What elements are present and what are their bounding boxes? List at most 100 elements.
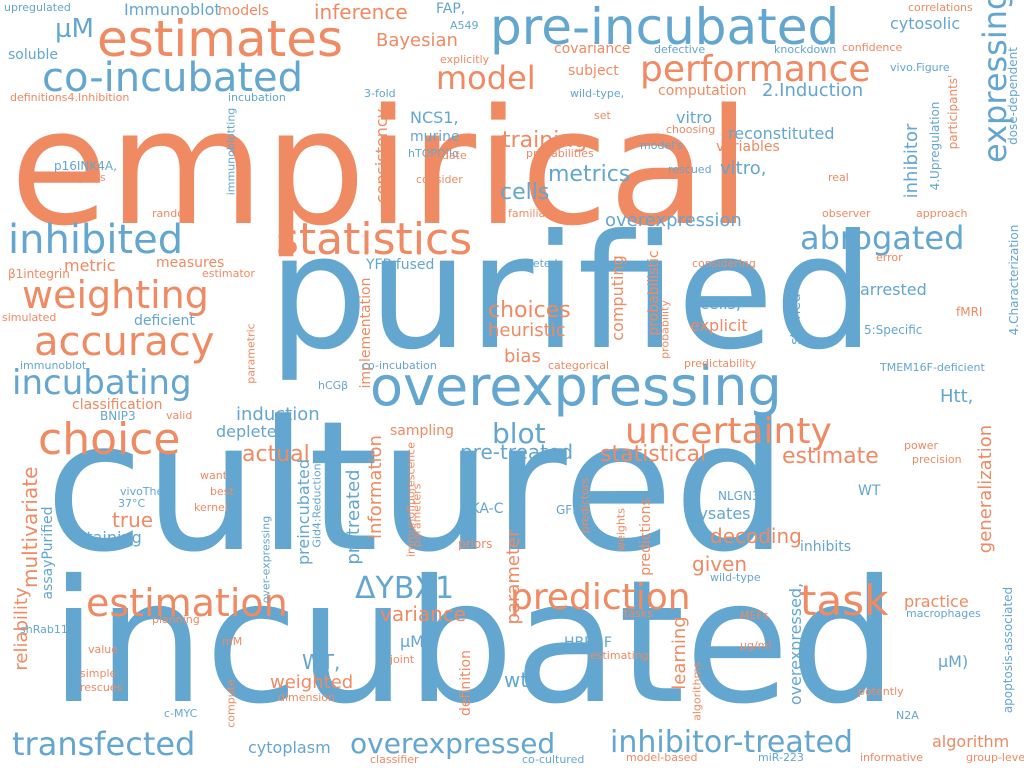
word: overexpressing xyxy=(370,355,782,418)
word: µM xyxy=(400,632,424,651)
word: wt xyxy=(504,668,529,692)
word: inhibitor-treated xyxy=(610,725,853,760)
word: confidence xyxy=(842,41,903,54)
word: categorical xyxy=(548,359,610,372)
word: approach xyxy=(916,207,968,220)
word: TMEM16F-deficient xyxy=(880,361,985,374)
word: priors xyxy=(458,537,493,551)
word: over-expressing xyxy=(259,515,273,604)
word: model-based xyxy=(626,751,698,764)
word: heuristic xyxy=(488,320,566,341)
word: abrogated xyxy=(800,219,965,257)
word: fMRI xyxy=(956,305,983,319)
word: rescued xyxy=(668,163,712,176)
word: FAP, xyxy=(436,1,466,17)
word: co-cultured xyxy=(522,753,585,766)
word: correlations xyxy=(908,1,973,14)
word: model's xyxy=(640,139,684,152)
word: models xyxy=(218,3,269,19)
word: task xyxy=(800,576,889,625)
word: incubated xyxy=(50,544,898,742)
word: definition xyxy=(458,650,474,716)
word: estimator xyxy=(202,267,255,280)
word: hCGβ xyxy=(318,379,349,392)
word: computation xyxy=(658,83,747,99)
word: pre-treated xyxy=(460,440,574,464)
word: statistical xyxy=(600,442,707,467)
word: compute xyxy=(224,679,238,728)
word: co-incubation xyxy=(362,359,437,372)
word: cells xyxy=(500,180,550,205)
word: 4.Upregulation xyxy=(928,101,942,191)
word: covariance xyxy=(554,41,631,57)
word: overexpressed, xyxy=(786,582,805,706)
word: immunoblot xyxy=(20,359,87,372)
word: subject xyxy=(568,63,619,79)
word: vitro, xyxy=(720,158,767,179)
word: 3-fold xyxy=(364,87,396,100)
word: stained xyxy=(788,293,804,345)
word: kernel xyxy=(194,501,228,514)
word: hTOPOIIα xyxy=(408,147,460,160)
word: cytosolic xyxy=(890,14,961,33)
word: metric xyxy=(64,256,116,275)
word: mM xyxy=(222,635,243,648)
word: weighting xyxy=(22,273,209,317)
word: explicitly xyxy=(440,53,490,66)
word: µM xyxy=(55,14,94,44)
word: choices xyxy=(488,298,571,323)
word: apoptosis-associated xyxy=(1001,586,1015,714)
word: lysates xyxy=(694,504,751,523)
word: p16INK4A, xyxy=(54,159,117,173)
word: estimates xyxy=(97,10,344,68)
word: assayPurified xyxy=(40,506,56,600)
word: Gid4:Reduction xyxy=(310,463,324,548)
word: WT xyxy=(858,483,881,499)
word: choice xyxy=(38,414,181,465)
word: random xyxy=(152,207,195,220)
word: actual xyxy=(242,442,310,467)
word: BNIP3 xyxy=(100,409,136,423)
word: purified xyxy=(268,201,875,385)
word: update xyxy=(428,149,467,162)
word: MEFs xyxy=(740,609,769,622)
word: planning xyxy=(152,613,200,626)
word: arrested xyxy=(860,280,927,299)
word: NLGN3 xyxy=(718,489,760,503)
word: information xyxy=(365,435,386,539)
word: parameters xyxy=(410,483,424,548)
word: implementation xyxy=(358,277,374,389)
word: predictors xyxy=(578,477,592,534)
word: decoding xyxy=(710,524,802,548)
word: macrophages xyxy=(906,607,981,620)
word: error xyxy=(876,251,903,264)
word: algorithms xyxy=(690,662,704,721)
word: definitions4.Inhibition xyxy=(10,91,130,104)
word: learning xyxy=(669,616,690,690)
word: set xyxy=(594,109,611,122)
word: informative xyxy=(860,751,924,764)
word: estimation xyxy=(86,581,288,625)
word: simulated xyxy=(2,311,57,324)
word: measures xyxy=(156,255,225,271)
word: µM) xyxy=(938,652,969,671)
word: accuracy xyxy=(34,319,215,365)
word: soluble xyxy=(8,47,59,63)
word: true xyxy=(112,508,154,532)
word: variance xyxy=(380,602,467,626)
word: simple xyxy=(80,667,117,680)
word: deficient xyxy=(134,313,195,329)
word: induction xyxy=(236,404,320,425)
word: vivoThe xyxy=(120,485,164,498)
word: potently xyxy=(858,685,904,698)
word: incubation xyxy=(228,91,286,104)
word: inference xyxy=(314,0,408,24)
word: µg/ml xyxy=(740,639,772,652)
word: secreted xyxy=(510,257,558,270)
word: consistency xyxy=(372,108,391,204)
word: depleted xyxy=(216,422,287,441)
word: variables xyxy=(716,139,780,155)
word: 5:Specific xyxy=(864,323,923,337)
word: model xyxy=(436,59,536,97)
word: classification xyxy=(72,397,163,413)
